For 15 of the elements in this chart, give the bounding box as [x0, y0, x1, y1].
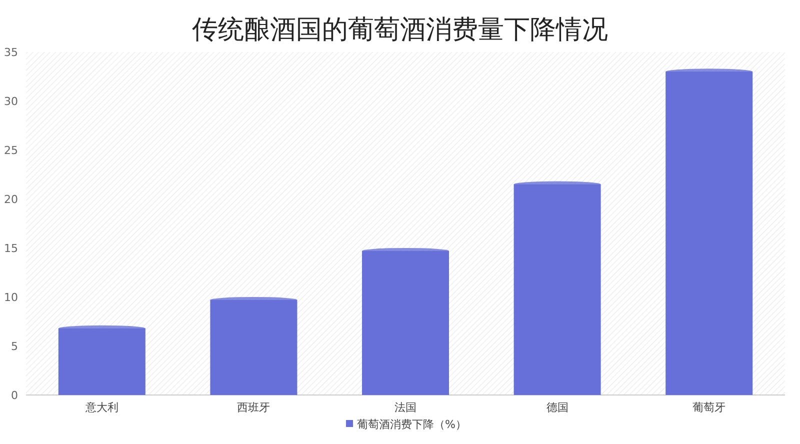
y-tick-label: 10 [4, 291, 18, 304]
y-tick-label: 15 [4, 242, 18, 255]
y-tick-label: 30 [4, 95, 18, 108]
x-tick-label: 西班牙 [237, 401, 270, 414]
chart-title: 传统酿酒国的葡萄酒消费量下降情况 [192, 15, 608, 45]
y-tick-label: 35 [4, 46, 18, 59]
x-tick-label: 葡萄牙 [692, 401, 726, 414]
y-tick-label: 20 [4, 193, 18, 206]
y-tick-label: 0 [11, 389, 18, 402]
x-tick-label: 意大利 [84, 401, 118, 414]
x-tick-label: 法国 [394, 401, 416, 414]
y-tick-label: 25 [4, 144, 18, 157]
legend-label: 葡萄酒消费下降（%） [357, 418, 466, 431]
y-tick-label: 5 [11, 340, 18, 353]
x-tick-label: 德国 [546, 401, 568, 414]
